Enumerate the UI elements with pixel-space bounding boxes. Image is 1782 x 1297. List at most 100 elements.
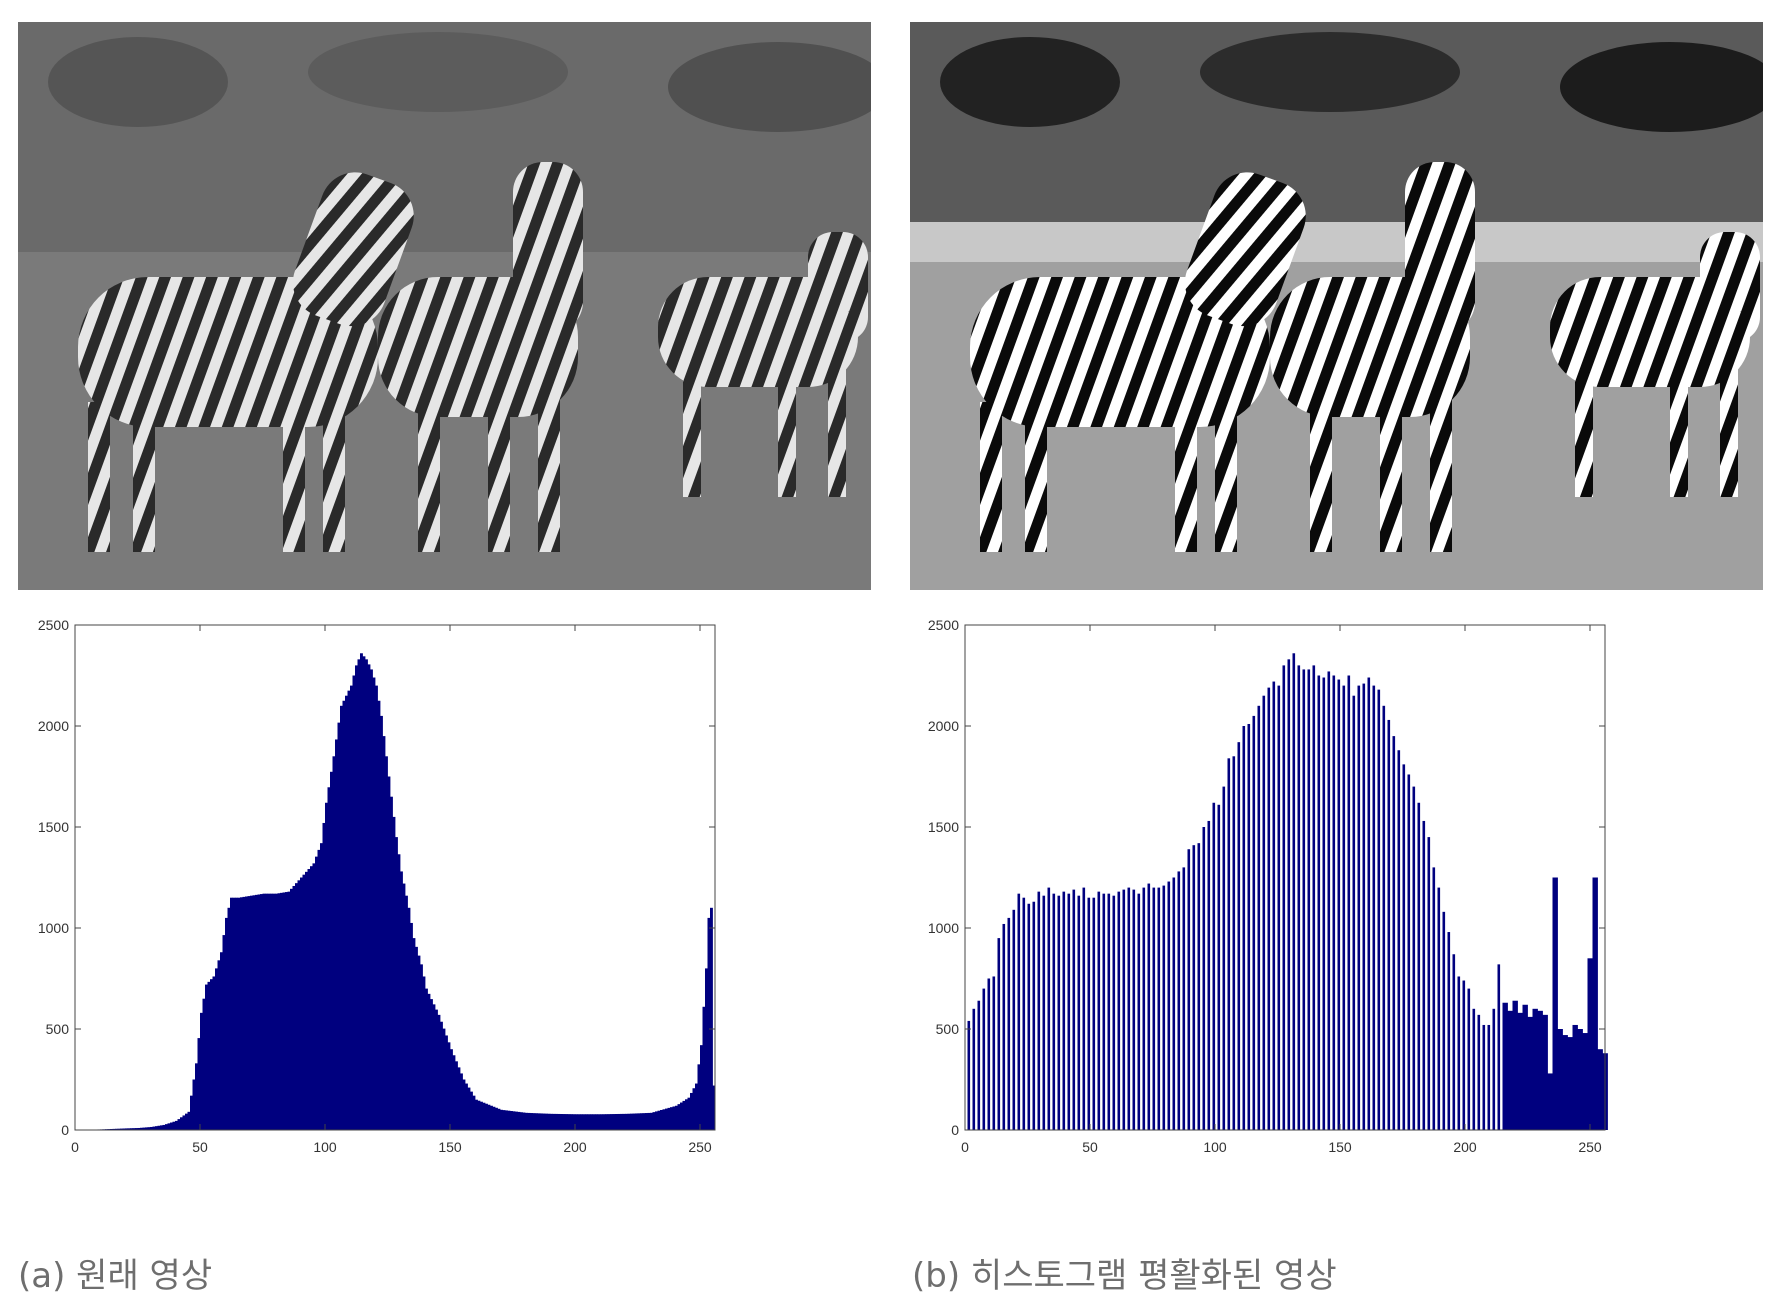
histogram-bar — [1528, 1017, 1533, 1130]
histogram-bar — [238, 898, 241, 1130]
histogram-bar — [1478, 1015, 1481, 1130]
histogram-bar — [178, 1119, 181, 1130]
histogram-bar — [263, 894, 266, 1130]
histogram-bar — [1453, 954, 1456, 1130]
histogram-bar — [1303, 669, 1306, 1130]
bright-band — [910, 222, 1763, 262]
histogram-bar — [335, 739, 338, 1130]
histogram-bar — [620, 1114, 623, 1130]
histogram-bar — [1173, 878, 1176, 1131]
histogram-bar — [655, 1111, 658, 1130]
histogram-bar — [625, 1114, 628, 1130]
histogram-bar — [1583, 1033, 1588, 1130]
histogram-bar — [500, 1110, 503, 1130]
histogram-bar — [258, 894, 261, 1130]
x-tick-label: 150 — [1328, 1139, 1352, 1155]
histogram-bar — [173, 1122, 176, 1130]
histogram-bar — [495, 1108, 498, 1130]
histogram-bar — [380, 716, 383, 1130]
histogram-bar — [570, 1114, 573, 1130]
histogram-bar — [390, 797, 393, 1130]
histogram-bar — [338, 723, 341, 1130]
histogram-bar — [535, 1113, 538, 1130]
histogram-bar — [530, 1113, 533, 1130]
histogram-bar — [615, 1114, 618, 1130]
histogram-bar — [193, 1080, 196, 1131]
histogram-bar — [1308, 669, 1311, 1130]
histogram-bar — [383, 736, 386, 1130]
histogram-bar — [210, 979, 213, 1130]
histogram-bar — [550, 1114, 553, 1130]
histogram-bar — [453, 1055, 456, 1130]
histogram-bar — [513, 1111, 516, 1130]
histogram-bar — [1473, 1009, 1476, 1130]
histogram-bar — [1568, 1037, 1573, 1130]
histogram-bar — [1138, 894, 1141, 1130]
histogram-bar — [515, 1112, 518, 1130]
x-tick-label: 0 — [71, 1139, 79, 1155]
histogram-bar — [480, 1102, 483, 1130]
histogram-bar — [978, 1001, 981, 1130]
histogram-bar — [1363, 684, 1366, 1130]
histogram-bar — [1048, 888, 1051, 1130]
histogram-bar — [1538, 1011, 1543, 1130]
histogram-bar — [648, 1113, 651, 1130]
histogram-bar — [245, 896, 248, 1130]
histogram-bar — [1273, 682, 1276, 1130]
histogram-bar — [1268, 688, 1271, 1130]
histogram-bar — [1313, 665, 1316, 1130]
histogram-bar — [710, 908, 713, 1130]
histogram-bar — [228, 908, 231, 1130]
histogram-bar — [1498, 964, 1501, 1130]
histogram-bar — [1113, 896, 1116, 1130]
histogram-bar — [533, 1113, 536, 1130]
histogram-bar — [1108, 894, 1111, 1130]
histogram-bar — [298, 880, 301, 1130]
histogram-bar — [1063, 892, 1066, 1130]
histogram-bar — [350, 686, 353, 1130]
histogram-bar — [630, 1114, 633, 1130]
histogram-bar — [305, 872, 308, 1130]
histogram-bar — [1468, 989, 1471, 1130]
histogram-bar — [360, 653, 363, 1130]
histogram-bar — [388, 777, 391, 1131]
histogram-bar — [670, 1107, 673, 1130]
zebra-photo-original — [18, 22, 871, 590]
histogram-bar — [485, 1104, 488, 1130]
histogram-bar — [493, 1107, 496, 1130]
histogram-bar — [1338, 680, 1341, 1130]
histogram-bar — [545, 1114, 548, 1130]
histogram-bar — [523, 1113, 526, 1130]
histogram-bar — [600, 1114, 603, 1130]
histogram-bar — [503, 1110, 506, 1130]
histogram-bar — [1423, 821, 1426, 1130]
histogram-bar — [400, 871, 403, 1130]
histogram-bar — [203, 999, 206, 1130]
histogram-bar — [998, 938, 1001, 1130]
histogram-bar — [673, 1106, 676, 1130]
histogram-bar — [185, 1114, 188, 1130]
histogram-bar — [498, 1109, 501, 1130]
histogram-bar — [323, 823, 326, 1130]
histogram-bar — [230, 898, 233, 1130]
histogram-bar — [685, 1099, 688, 1130]
histogram-bar — [260, 894, 263, 1130]
histogram-bar — [190, 1096, 193, 1130]
y-tick-label: 500 — [936, 1021, 960, 1037]
x-tick-label: 50 — [1082, 1139, 1098, 1155]
histogram-bar — [155, 1126, 158, 1130]
histogram-bar — [158, 1126, 161, 1130]
histogram-bar — [460, 1073, 463, 1130]
histogram-bar — [330, 772, 333, 1130]
histogram-bar — [1198, 843, 1201, 1130]
histogram-bar — [445, 1035, 448, 1130]
equalized-image — [910, 22, 1763, 590]
histogram-bar — [1383, 706, 1386, 1130]
histogram-bar — [1033, 902, 1036, 1130]
histogram-bar — [1278, 686, 1281, 1130]
histogram-bar — [663, 1109, 666, 1130]
histogram-bar — [698, 1064, 701, 1130]
histogram-bar — [1438, 888, 1441, 1130]
